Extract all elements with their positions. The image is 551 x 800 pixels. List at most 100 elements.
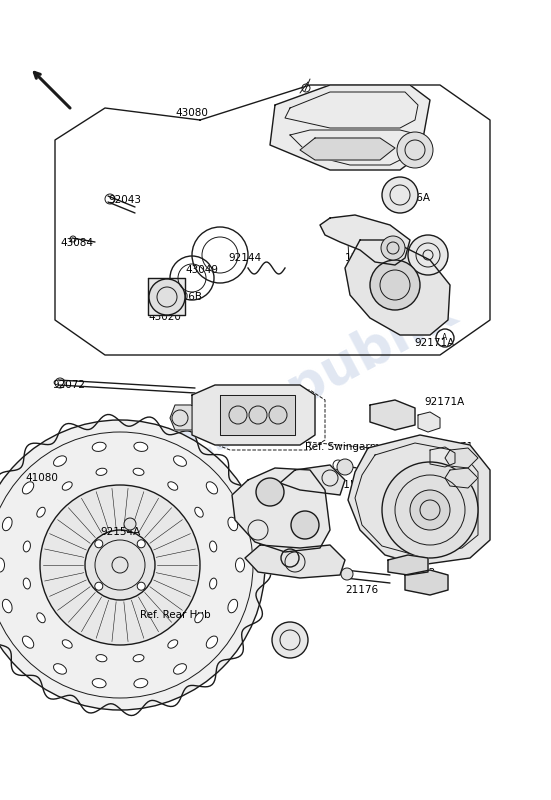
Text: A: A xyxy=(442,334,447,342)
Ellipse shape xyxy=(206,482,218,494)
Ellipse shape xyxy=(2,518,12,530)
Text: 92171: 92171 xyxy=(440,442,473,452)
Text: 92171: 92171 xyxy=(440,464,473,474)
Circle shape xyxy=(137,582,145,590)
Polygon shape xyxy=(345,240,450,335)
Text: 49006: 49006 xyxy=(415,255,448,265)
Ellipse shape xyxy=(195,507,203,517)
Polygon shape xyxy=(300,138,395,160)
Ellipse shape xyxy=(96,654,107,662)
Circle shape xyxy=(40,485,200,645)
Text: 92171A: 92171A xyxy=(424,397,464,407)
Text: 92171A: 92171A xyxy=(414,338,454,348)
Ellipse shape xyxy=(96,468,107,475)
Ellipse shape xyxy=(209,541,217,552)
Polygon shape xyxy=(405,570,448,595)
Circle shape xyxy=(370,260,420,310)
Text: 43056: 43056 xyxy=(320,87,353,97)
Text: Ref. Swingarm: Ref. Swingarm xyxy=(305,442,380,452)
Text: Partsrepublik: Partsrepublik xyxy=(87,283,464,517)
Circle shape xyxy=(291,511,319,539)
Ellipse shape xyxy=(23,541,30,552)
Polygon shape xyxy=(245,545,345,578)
Text: 43049: 43049 xyxy=(185,265,218,275)
Ellipse shape xyxy=(37,613,45,622)
Ellipse shape xyxy=(92,442,106,451)
Circle shape xyxy=(397,132,433,168)
Circle shape xyxy=(137,540,145,548)
Text: 92043: 92043 xyxy=(108,195,141,205)
Polygon shape xyxy=(348,435,490,565)
Ellipse shape xyxy=(37,507,45,517)
Ellipse shape xyxy=(209,578,217,589)
Ellipse shape xyxy=(62,482,72,490)
Text: 41080: 41080 xyxy=(25,473,58,483)
Text: 49006B: 49006B xyxy=(162,292,202,302)
Polygon shape xyxy=(370,400,415,430)
Polygon shape xyxy=(192,385,315,445)
Polygon shape xyxy=(280,465,345,495)
Ellipse shape xyxy=(23,482,34,494)
Text: 92154: 92154 xyxy=(330,480,363,490)
Circle shape xyxy=(381,236,405,260)
Ellipse shape xyxy=(2,599,12,613)
Text: 13070: 13070 xyxy=(345,253,378,263)
Circle shape xyxy=(95,582,103,590)
Polygon shape xyxy=(445,448,478,468)
Circle shape xyxy=(272,622,308,658)
Text: 43057: 43057 xyxy=(320,100,353,110)
Polygon shape xyxy=(418,412,440,432)
Text: 43020: 43020 xyxy=(148,312,181,322)
Ellipse shape xyxy=(228,518,237,530)
Polygon shape xyxy=(232,468,330,552)
Text: 43084: 43084 xyxy=(60,238,93,248)
Text: Ref. Rear Hub: Ref. Rear Hub xyxy=(140,610,210,620)
Ellipse shape xyxy=(206,636,218,648)
Ellipse shape xyxy=(168,482,178,490)
Circle shape xyxy=(124,518,136,530)
Text: 43080: 43080 xyxy=(175,108,208,118)
Ellipse shape xyxy=(134,678,148,688)
Ellipse shape xyxy=(168,640,178,648)
Circle shape xyxy=(0,420,265,710)
Text: 43082: 43082 xyxy=(217,418,250,428)
Circle shape xyxy=(341,568,353,580)
Ellipse shape xyxy=(92,678,106,688)
Circle shape xyxy=(410,490,450,530)
Ellipse shape xyxy=(0,558,4,572)
Text: 43034: 43034 xyxy=(238,497,271,507)
Circle shape xyxy=(382,177,418,213)
Ellipse shape xyxy=(174,664,186,674)
Circle shape xyxy=(382,462,478,558)
Ellipse shape xyxy=(235,558,245,572)
Polygon shape xyxy=(430,447,455,467)
Ellipse shape xyxy=(62,640,72,648)
Circle shape xyxy=(337,459,353,475)
Ellipse shape xyxy=(195,613,203,622)
Text: 92154A: 92154A xyxy=(100,527,141,537)
Ellipse shape xyxy=(133,468,144,475)
Ellipse shape xyxy=(53,456,67,466)
Ellipse shape xyxy=(174,456,186,466)
Polygon shape xyxy=(220,395,295,435)
Circle shape xyxy=(256,478,284,506)
Polygon shape xyxy=(270,85,430,170)
Text: 21176: 21176 xyxy=(345,585,378,595)
Text: 43044: 43044 xyxy=(330,230,363,240)
Ellipse shape xyxy=(134,442,148,451)
Circle shape xyxy=(408,235,448,275)
Circle shape xyxy=(95,540,103,548)
Ellipse shape xyxy=(133,654,144,662)
Text: 92144: 92144 xyxy=(228,253,261,263)
Ellipse shape xyxy=(23,636,34,648)
Text: 92072: 92072 xyxy=(52,380,85,390)
Text: 92153: 92153 xyxy=(402,568,435,578)
Text: A: A xyxy=(287,554,293,562)
Polygon shape xyxy=(445,468,478,488)
Ellipse shape xyxy=(23,578,30,589)
Polygon shape xyxy=(388,555,428,575)
Polygon shape xyxy=(148,278,185,315)
Ellipse shape xyxy=(228,599,237,613)
Ellipse shape xyxy=(53,664,67,674)
Circle shape xyxy=(85,530,155,600)
